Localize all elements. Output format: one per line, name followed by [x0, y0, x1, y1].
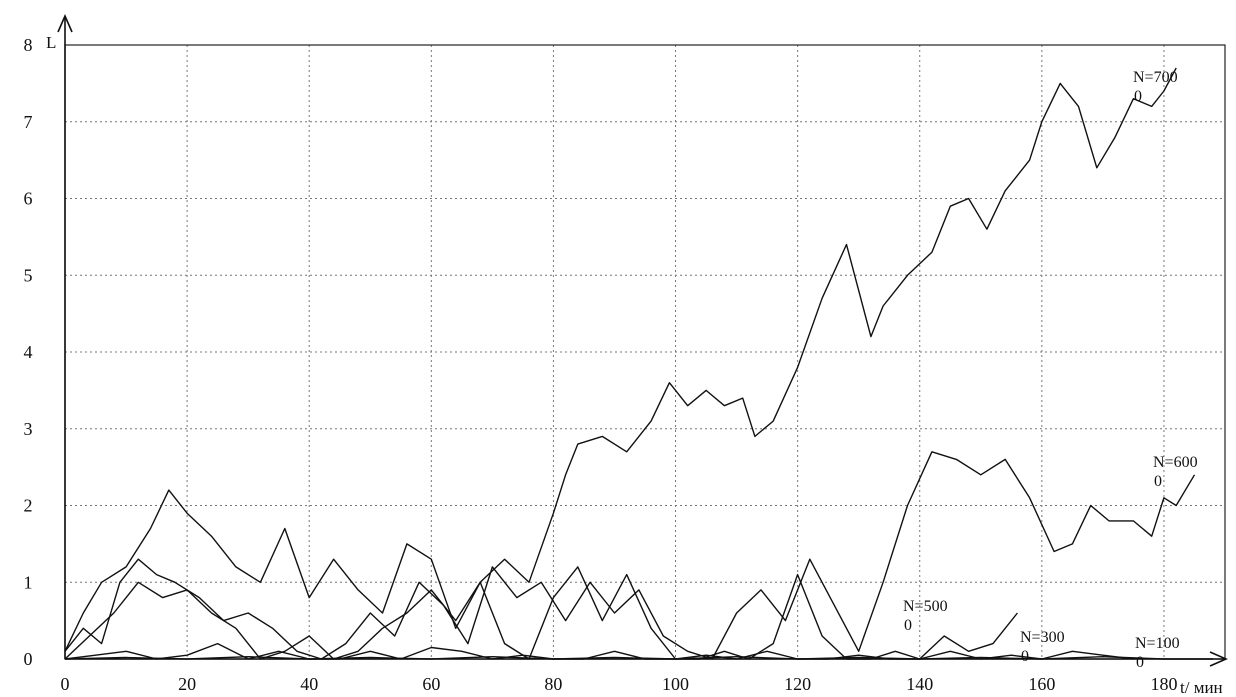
y-tick-label: 4: [24, 342, 33, 362]
series-label-n-600: N=600: [1153, 454, 1198, 471]
x-tick-label: 40: [300, 674, 318, 694]
y-tick-label: 5: [24, 265, 33, 285]
y-tick-label: 0: [24, 649, 33, 669]
series-line-n-600: [64, 451, 1196, 660]
series-label-sub-n-700: 0: [1134, 88, 1142, 105]
x-axis-arrow-icon: [1209, 651, 1228, 667]
y-tick-label: 2: [24, 496, 33, 516]
tick-labels: 0 20 40 60 80 100 120 140 160 180 0 1 2 3 4 5 6 7 8: [24, 35, 1178, 694]
y-axis-arrow-icon: [57, 14, 73, 33]
y-tick-label: 8: [24, 35, 33, 55]
x-tick-label: 140: [906, 674, 933, 694]
y-tick-label: 7: [24, 112, 33, 132]
series-line-n-700: [64, 67, 1177, 652]
series-label-n-700: N=700: [1133, 69, 1178, 86]
x-tick-label: 180: [1150, 674, 1177, 694]
y-tick-label: 6: [24, 189, 33, 209]
series-label-sub-n-300: 0: [1021, 648, 1029, 665]
grid: [65, 45, 1225, 659]
x-tick-label: 160: [1028, 674, 1055, 694]
x-tick-label: 60: [422, 674, 440, 694]
x-tick-label: 100: [662, 674, 689, 694]
axes: [57, 14, 1228, 667]
series-label-n-500: N=500: [903, 598, 948, 615]
series-label-sub-n-500: 0: [904, 617, 912, 634]
series-label-sub-n-600: 0: [1154, 473, 1162, 490]
x-tick-label: 20: [178, 674, 196, 694]
series-label-n-100: N=100: [1135, 635, 1180, 652]
x-axis-label: t/ мин: [1180, 678, 1223, 697]
y-tick-label: 3: [24, 419, 33, 439]
y-axis-label: L: [46, 33, 56, 52]
y-tick-label: 1: [24, 572, 33, 592]
series-labels: N=700 0 N=600 0 N=500 0 N=300 0 N=100 0: [903, 69, 1198, 671]
x-tick-label: 0: [61, 674, 70, 694]
x-tick-label: 80: [544, 674, 562, 694]
x-tick-label: 120: [784, 674, 811, 694]
series-label-sub-n-100: 0: [1136, 654, 1144, 671]
series-label-n-300: N=300: [1020, 629, 1065, 646]
